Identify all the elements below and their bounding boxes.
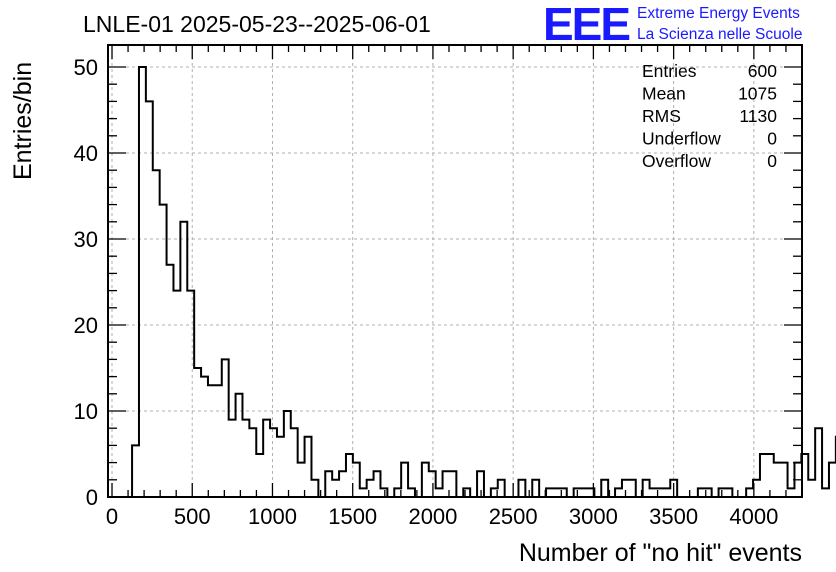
y-tick-label: 10: [74, 399, 98, 424]
x-tick-label: 3500: [649, 504, 698, 529]
stats-label: Underflow: [642, 129, 721, 149]
chart-title: LNLE-01 2025-05-23--2025-06-01: [83, 11, 431, 37]
x-tick-label: 2500: [489, 504, 538, 529]
minor-ticks: [108, 45, 803, 498]
y-tick-label: 30: [74, 227, 98, 252]
x-tick-label: 2000: [408, 504, 457, 529]
x-axis-ticks: 0 500 1000 1500 2000 2500 3000 3500 4000: [106, 504, 778, 529]
y-axis-ticks: 0 10 20 30 40 50: [74, 55, 98, 510]
grid-lines: [108, 45, 802, 498]
eee-logo: EEE Extreme Energy Events La Scienza nel…: [543, 0, 802, 50]
histogram-line: [131, 66, 836, 498]
y-tick-label: 20: [74, 313, 98, 338]
stats-value: 1075: [738, 84, 777, 104]
x-tick-label: 1500: [328, 504, 377, 529]
stats-label: Overflow: [642, 151, 711, 171]
x-tick-label: 500: [174, 504, 211, 529]
stats-value: 0: [767, 151, 777, 171]
eee-logo-mark: EEE: [543, 0, 629, 50]
x-axis-label: Number of "no hit" events: [519, 539, 802, 567]
stats-label: Mean: [642, 84, 686, 104]
stats-box: Entries 600 Mean 1075 RMS 1130 Underflow 0 Overf…: [642, 61, 777, 171]
plot-frame: [107, 44, 803, 498]
x-tick-label: 0: [106, 504, 118, 529]
x-tick-label: 4000: [729, 504, 778, 529]
stats-value: 600: [748, 61, 777, 81]
stats-value: 0: [767, 129, 777, 149]
y-tick-label: 40: [74, 141, 98, 166]
stats-label: Entries: [642, 61, 697, 81]
x-tick-label: 1000: [248, 504, 297, 529]
y-tick-label: 0: [86, 485, 98, 510]
y-axis-label: Entries/bin: [9, 62, 37, 180]
eee-logo-line1: Extreme Energy Events: [637, 5, 800, 22]
stats-label: RMS: [642, 106, 681, 126]
x-tick-label: 3000: [569, 504, 618, 529]
eee-logo-line2: La Scienza nelle Scuole: [637, 26, 802, 43]
stats-value: 1130: [739, 106, 777, 126]
y-tick-label: 50: [74, 55, 98, 80]
